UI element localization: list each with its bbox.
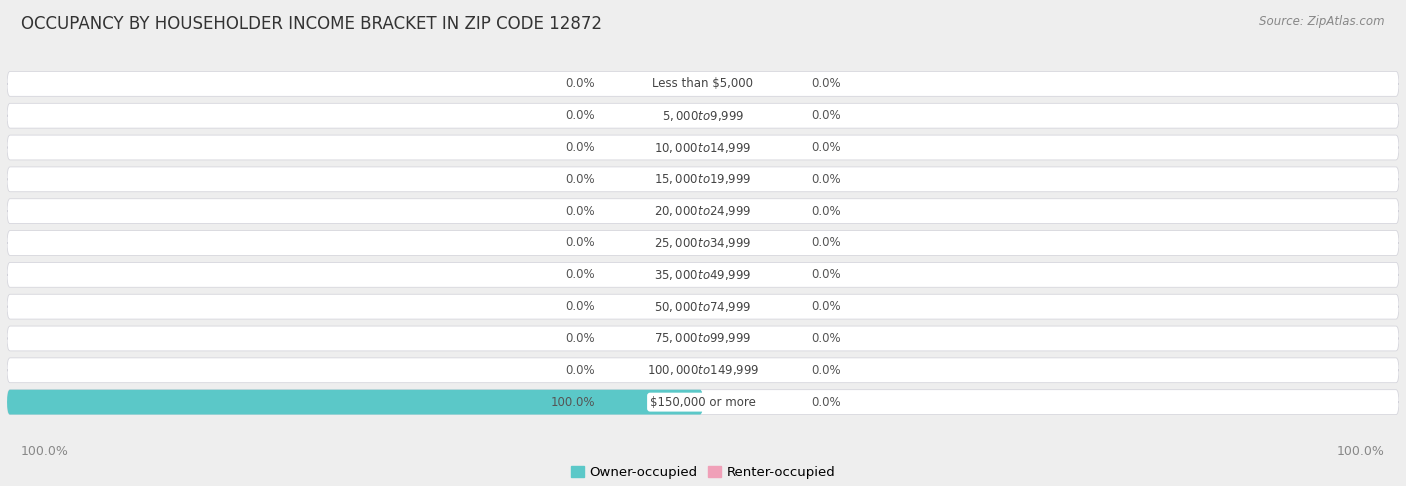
FancyBboxPatch shape [7, 326, 1399, 351]
Text: 0.0%: 0.0% [565, 141, 595, 154]
Text: 0.0%: 0.0% [565, 109, 595, 122]
FancyBboxPatch shape [7, 390, 703, 415]
Text: 100.0%: 100.0% [21, 446, 69, 458]
Text: $100,000 to $149,999: $100,000 to $149,999 [647, 364, 759, 377]
Text: 0.0%: 0.0% [565, 332, 595, 345]
Text: 0.0%: 0.0% [565, 364, 595, 377]
FancyBboxPatch shape [7, 358, 1399, 382]
Text: $75,000 to $99,999: $75,000 to $99,999 [654, 331, 752, 346]
Text: $20,000 to $24,999: $20,000 to $24,999 [654, 204, 752, 218]
FancyBboxPatch shape [7, 230, 1399, 256]
Text: Source: ZipAtlas.com: Source: ZipAtlas.com [1260, 15, 1385, 28]
Text: 0.0%: 0.0% [811, 205, 841, 218]
Text: $35,000 to $49,999: $35,000 to $49,999 [654, 268, 752, 282]
FancyBboxPatch shape [7, 390, 1399, 415]
Text: $15,000 to $19,999: $15,000 to $19,999 [654, 173, 752, 186]
Text: 0.0%: 0.0% [565, 268, 595, 281]
FancyBboxPatch shape [7, 135, 1399, 160]
Text: 0.0%: 0.0% [565, 237, 595, 249]
Text: $25,000 to $34,999: $25,000 to $34,999 [654, 236, 752, 250]
FancyBboxPatch shape [7, 199, 1399, 224]
Text: 0.0%: 0.0% [811, 173, 841, 186]
Text: $150,000 or more: $150,000 or more [650, 396, 756, 409]
Text: 100.0%: 100.0% [1337, 446, 1385, 458]
Text: $5,000 to $9,999: $5,000 to $9,999 [662, 109, 744, 122]
Text: 100.0%: 100.0% [551, 396, 595, 409]
FancyBboxPatch shape [7, 104, 1399, 128]
Text: 0.0%: 0.0% [811, 109, 841, 122]
FancyBboxPatch shape [7, 167, 1399, 192]
Text: 0.0%: 0.0% [565, 300, 595, 313]
Text: Less than $5,000: Less than $5,000 [652, 77, 754, 90]
Text: 0.0%: 0.0% [811, 268, 841, 281]
Text: $50,000 to $74,999: $50,000 to $74,999 [654, 300, 752, 313]
FancyBboxPatch shape [7, 262, 1399, 287]
Legend: Owner-occupied, Renter-occupied: Owner-occupied, Renter-occupied [571, 467, 835, 479]
Text: $10,000 to $14,999: $10,000 to $14,999 [654, 140, 752, 155]
Text: 0.0%: 0.0% [811, 77, 841, 90]
Text: 0.0%: 0.0% [811, 364, 841, 377]
Text: 0.0%: 0.0% [565, 173, 595, 186]
FancyBboxPatch shape [7, 294, 1399, 319]
FancyBboxPatch shape [7, 71, 1399, 96]
Text: 0.0%: 0.0% [811, 332, 841, 345]
Text: 0.0%: 0.0% [565, 77, 595, 90]
Text: 0.0%: 0.0% [811, 141, 841, 154]
Text: 0.0%: 0.0% [811, 396, 841, 409]
Text: 0.0%: 0.0% [811, 300, 841, 313]
Text: 0.0%: 0.0% [811, 237, 841, 249]
Text: OCCUPANCY BY HOUSEHOLDER INCOME BRACKET IN ZIP CODE 12872: OCCUPANCY BY HOUSEHOLDER INCOME BRACKET … [21, 15, 602, 33]
Text: 0.0%: 0.0% [565, 205, 595, 218]
